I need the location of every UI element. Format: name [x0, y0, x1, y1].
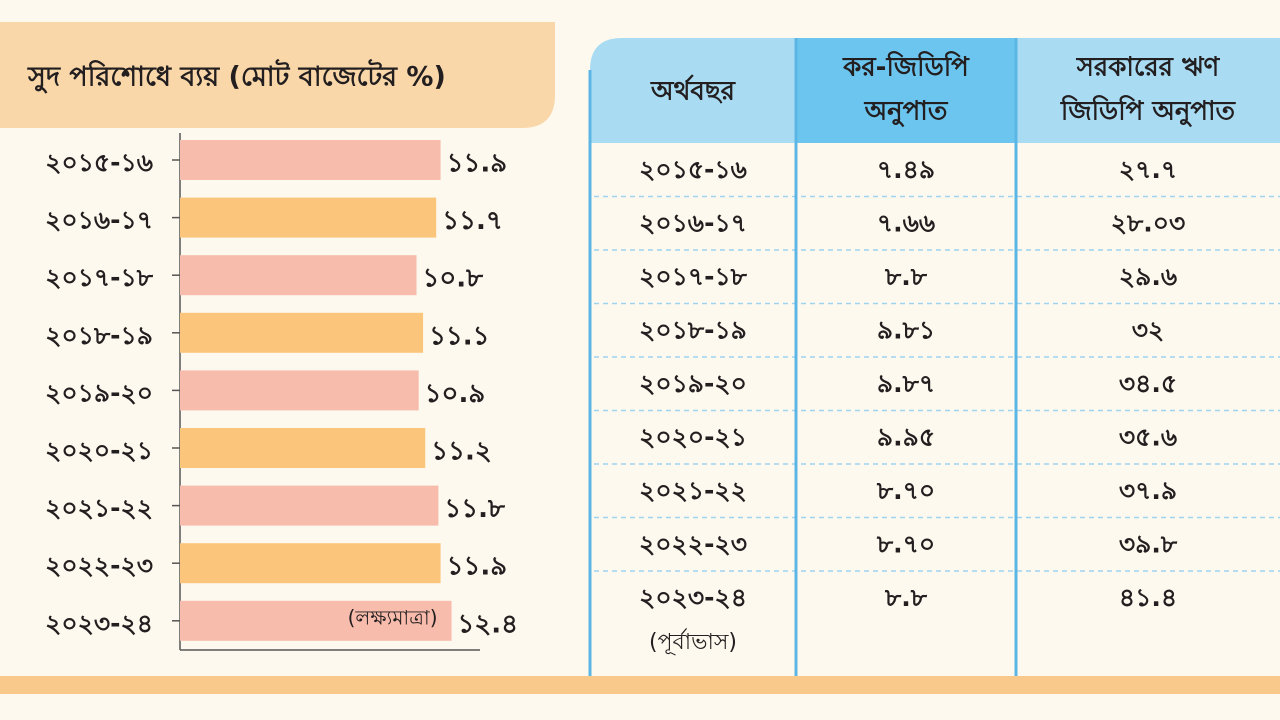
value-label: ১২.৪ [458, 609, 519, 639]
table-cell: ২৭.৭ [1119, 155, 1177, 184]
bar [180, 600, 452, 641]
table-cell: ৩৪.৫ [1119, 369, 1177, 398]
title-box [0, 22, 555, 128]
category-label: ২০১৭-১৮ [45, 263, 154, 292]
table-cell: ২০২১-২২ [639, 476, 747, 505]
bar [180, 197, 437, 238]
bar [180, 370, 419, 411]
category-label: ২০১৬-১৭ [45, 206, 153, 235]
table-cell: ৩৫.৬ [1119, 423, 1177, 452]
category-label: ২০২৩-২৪ [45, 609, 153, 638]
table-cell: ৮.৭০ [876, 476, 935, 505]
table-cell: ৩২ [1132, 316, 1165, 345]
bottom-stripe [0, 676, 1280, 694]
table-cell: ২০১৬-১৭ [639, 209, 747, 238]
annotation: (লক্ষ্যমাত্রা) [348, 605, 438, 629]
table-header: অনুপাত [864, 97, 949, 128]
bar [180, 255, 417, 296]
value-label: ১০.৯ [425, 379, 486, 409]
table-cell: ৮.৮ [884, 262, 928, 291]
bar [180, 543, 441, 584]
bar [180, 428, 426, 468]
table-cell: ২০২২-২৩ [639, 530, 747, 559]
table-cell: ৯.৮১ [877, 316, 935, 345]
bar [180, 140, 441, 180]
category-label: ২০১৮-১৯ [45, 321, 153, 350]
bar [180, 485, 439, 526]
value-label: ১১.২ [431, 437, 492, 467]
value-label: ১১.৭ [442, 206, 503, 236]
category-label: ২০১৯-২০ [45, 378, 153, 407]
table-cell: ৯.৮৭ [877, 369, 935, 398]
value-label: ১১.১ [429, 321, 490, 351]
table-cell: ২০২৩-২৪ [639, 583, 747, 612]
category-label: ২০২২-২৩ [45, 551, 153, 580]
value-label: ১১.৮ [444, 494, 506, 524]
table-cell: ৯.৯৫ [877, 423, 935, 452]
table-cell: ২০১৯-২০ [639, 369, 747, 398]
category-label: ২০২০-২১ [45, 436, 153, 465]
table-cell: ৭.৪৯ [877, 155, 935, 184]
table-cell: ৩৯.৮ [1119, 530, 1178, 559]
category-label: ২০২১-২২ [45, 494, 153, 523]
table-cell: ৮.৮ [884, 583, 928, 612]
value-label: ১০.৮ [422, 264, 484, 294]
bar [180, 312, 424, 353]
table-cell: ২৮.০৩ [1111, 209, 1185, 238]
table-header: জিডিপি অনুপাত [1060, 95, 1237, 128]
table-cell: ২০১৮-১৯ [639, 316, 747, 345]
table-cell: ২০২০-২১ [639, 423, 747, 452]
table-cell: ৮.৭০ [876, 530, 935, 559]
table-note: (পূর্বাভাস) [649, 628, 737, 655]
table-header: সরকারের ঋণ [1076, 53, 1221, 83]
table-cell: ২৯.৬ [1119, 262, 1177, 291]
category-label: ২০১৫-১৬ [45, 148, 153, 177]
table-header: কর-জিডিপি [842, 51, 970, 83]
value-label: ১১.৯ [447, 552, 508, 582]
table-cell: ৭.৬৬ [877, 209, 935, 238]
table-cell: ৩৭.৯ [1119, 476, 1177, 505]
table-header: অর্থবছর [650, 75, 737, 107]
chart-title: সুদ পরিশোধে ব্যয় (মোট বাজেটের %) [27, 59, 446, 94]
table-header-highlight [796, 38, 1016, 143]
table-cell: ২০১৭-১৮ [639, 262, 748, 291]
table-cell: ৪১.৪ [1119, 583, 1177, 612]
table-cell: ২০১৫-১৬ [639, 155, 747, 184]
value-label: ১১.৯ [447, 149, 508, 179]
